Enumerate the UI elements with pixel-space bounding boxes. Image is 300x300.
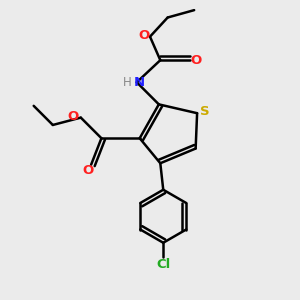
Text: O: O — [138, 29, 149, 42]
Text: N: N — [134, 76, 145, 89]
Text: O: O — [68, 110, 79, 123]
Text: H: H — [123, 76, 132, 89]
Text: Cl: Cl — [156, 258, 170, 271]
Text: O: O — [82, 164, 94, 177]
Text: O: O — [190, 54, 202, 67]
Text: S: S — [200, 105, 209, 118]
